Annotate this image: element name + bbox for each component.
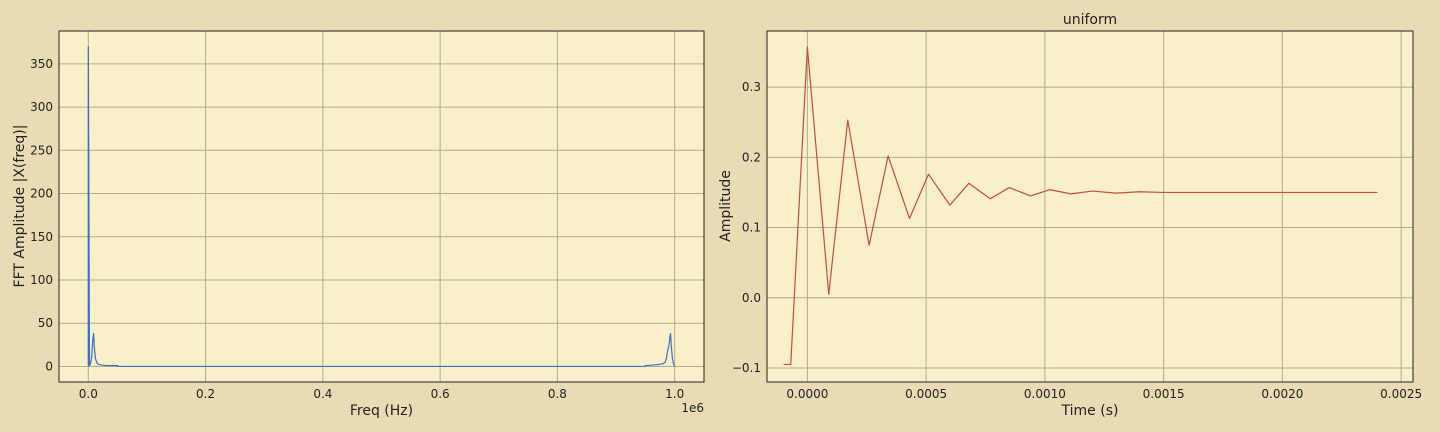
time-y-tick-label: 0.2 <box>742 150 761 164</box>
time-axes-frame <box>766 30 1414 383</box>
fft-y-tick-label: 200 <box>30 187 53 201</box>
fft-x-tick-label: 0.2 <box>196 387 215 401</box>
fft-y-tick-label: 0 <box>45 359 53 373</box>
time-chart-title: uniform <box>1063 12 1117 28</box>
fft-x-tick-label: 0.8 <box>548 387 567 401</box>
time-x-tick-label: 0.0005 <box>905 387 947 401</box>
time-plot-area <box>767 31 1413 382</box>
fft-plot-area <box>59 31 704 382</box>
fft-y-tick-label: 150 <box>30 230 53 244</box>
fft-x-tick-label: 1.0 <box>665 387 684 401</box>
fft-y-tick-label: 100 <box>30 273 53 287</box>
time-y-tick-label: 0.3 <box>742 80 761 94</box>
fft-x-tick-label: 0.0 <box>79 387 98 401</box>
fft-y-tick-label: 50 <box>38 316 53 330</box>
time-x-tick-label: 0.0010 <box>1024 387 1066 401</box>
fft-x-tick-label: 0.6 <box>431 387 450 401</box>
fft-y-tick-label: 250 <box>30 143 53 157</box>
fft-y-tick-label: 350 <box>30 57 53 71</box>
time-y-tick-label: −0.1 <box>732 361 761 375</box>
time-x-axis-label: Time (s) <box>1061 403 1119 419</box>
fft-x-tick-label: 0.4 <box>313 387 332 401</box>
time-x-tick-label: 0.0015 <box>1143 387 1185 401</box>
time-grid <box>767 31 1413 382</box>
fft-ticks: 0.0 0.2 0.4 0.6 0.8 1.0 0 50 100 150 200 250 300 350 <box>30 57 684 401</box>
time-y-tick-label: 0.0 <box>742 291 761 305</box>
time-x-tick-label: 0.0025 <box>1380 387 1422 401</box>
fft-series-line <box>87 45 676 368</box>
time-ticks: 0.0000 0.0005 0.0010 0.0015 0.0020 0.0025 −0.1… <box>732 80 1422 401</box>
fft-panel: 0.0 0.2 0.4 0.6 0.8 1.0050100150200250300350 … <box>12 30 705 419</box>
time-y-tick-label: 0.1 <box>742 221 761 235</box>
time-x-tick-label: 0.0020 <box>1261 387 1303 401</box>
fft-lines <box>87 45 676 368</box>
fft-x-offset-label: 1e6 <box>681 401 704 415</box>
fft-x-axis-label: Freq (Hz) <box>350 403 413 419</box>
time-lines <box>783 46 1378 366</box>
fft-axes-frame <box>58 30 705 383</box>
fft-y-axis-label: FFT Amplitude |X(freq)| <box>12 125 28 288</box>
fft-grid <box>59 31 704 382</box>
time-panel: 0.0000 0.0005 0.0010 0.0015 0.0020 0.0025 −0.1… <box>718 12 1422 419</box>
fft-y-tick-label: 300 <box>30 100 53 114</box>
time-y-axis-label: Amplitude <box>718 170 734 242</box>
time-x-tick-label: 0.0000 <box>786 387 828 401</box>
time-series-line <box>783 46 1378 366</box>
